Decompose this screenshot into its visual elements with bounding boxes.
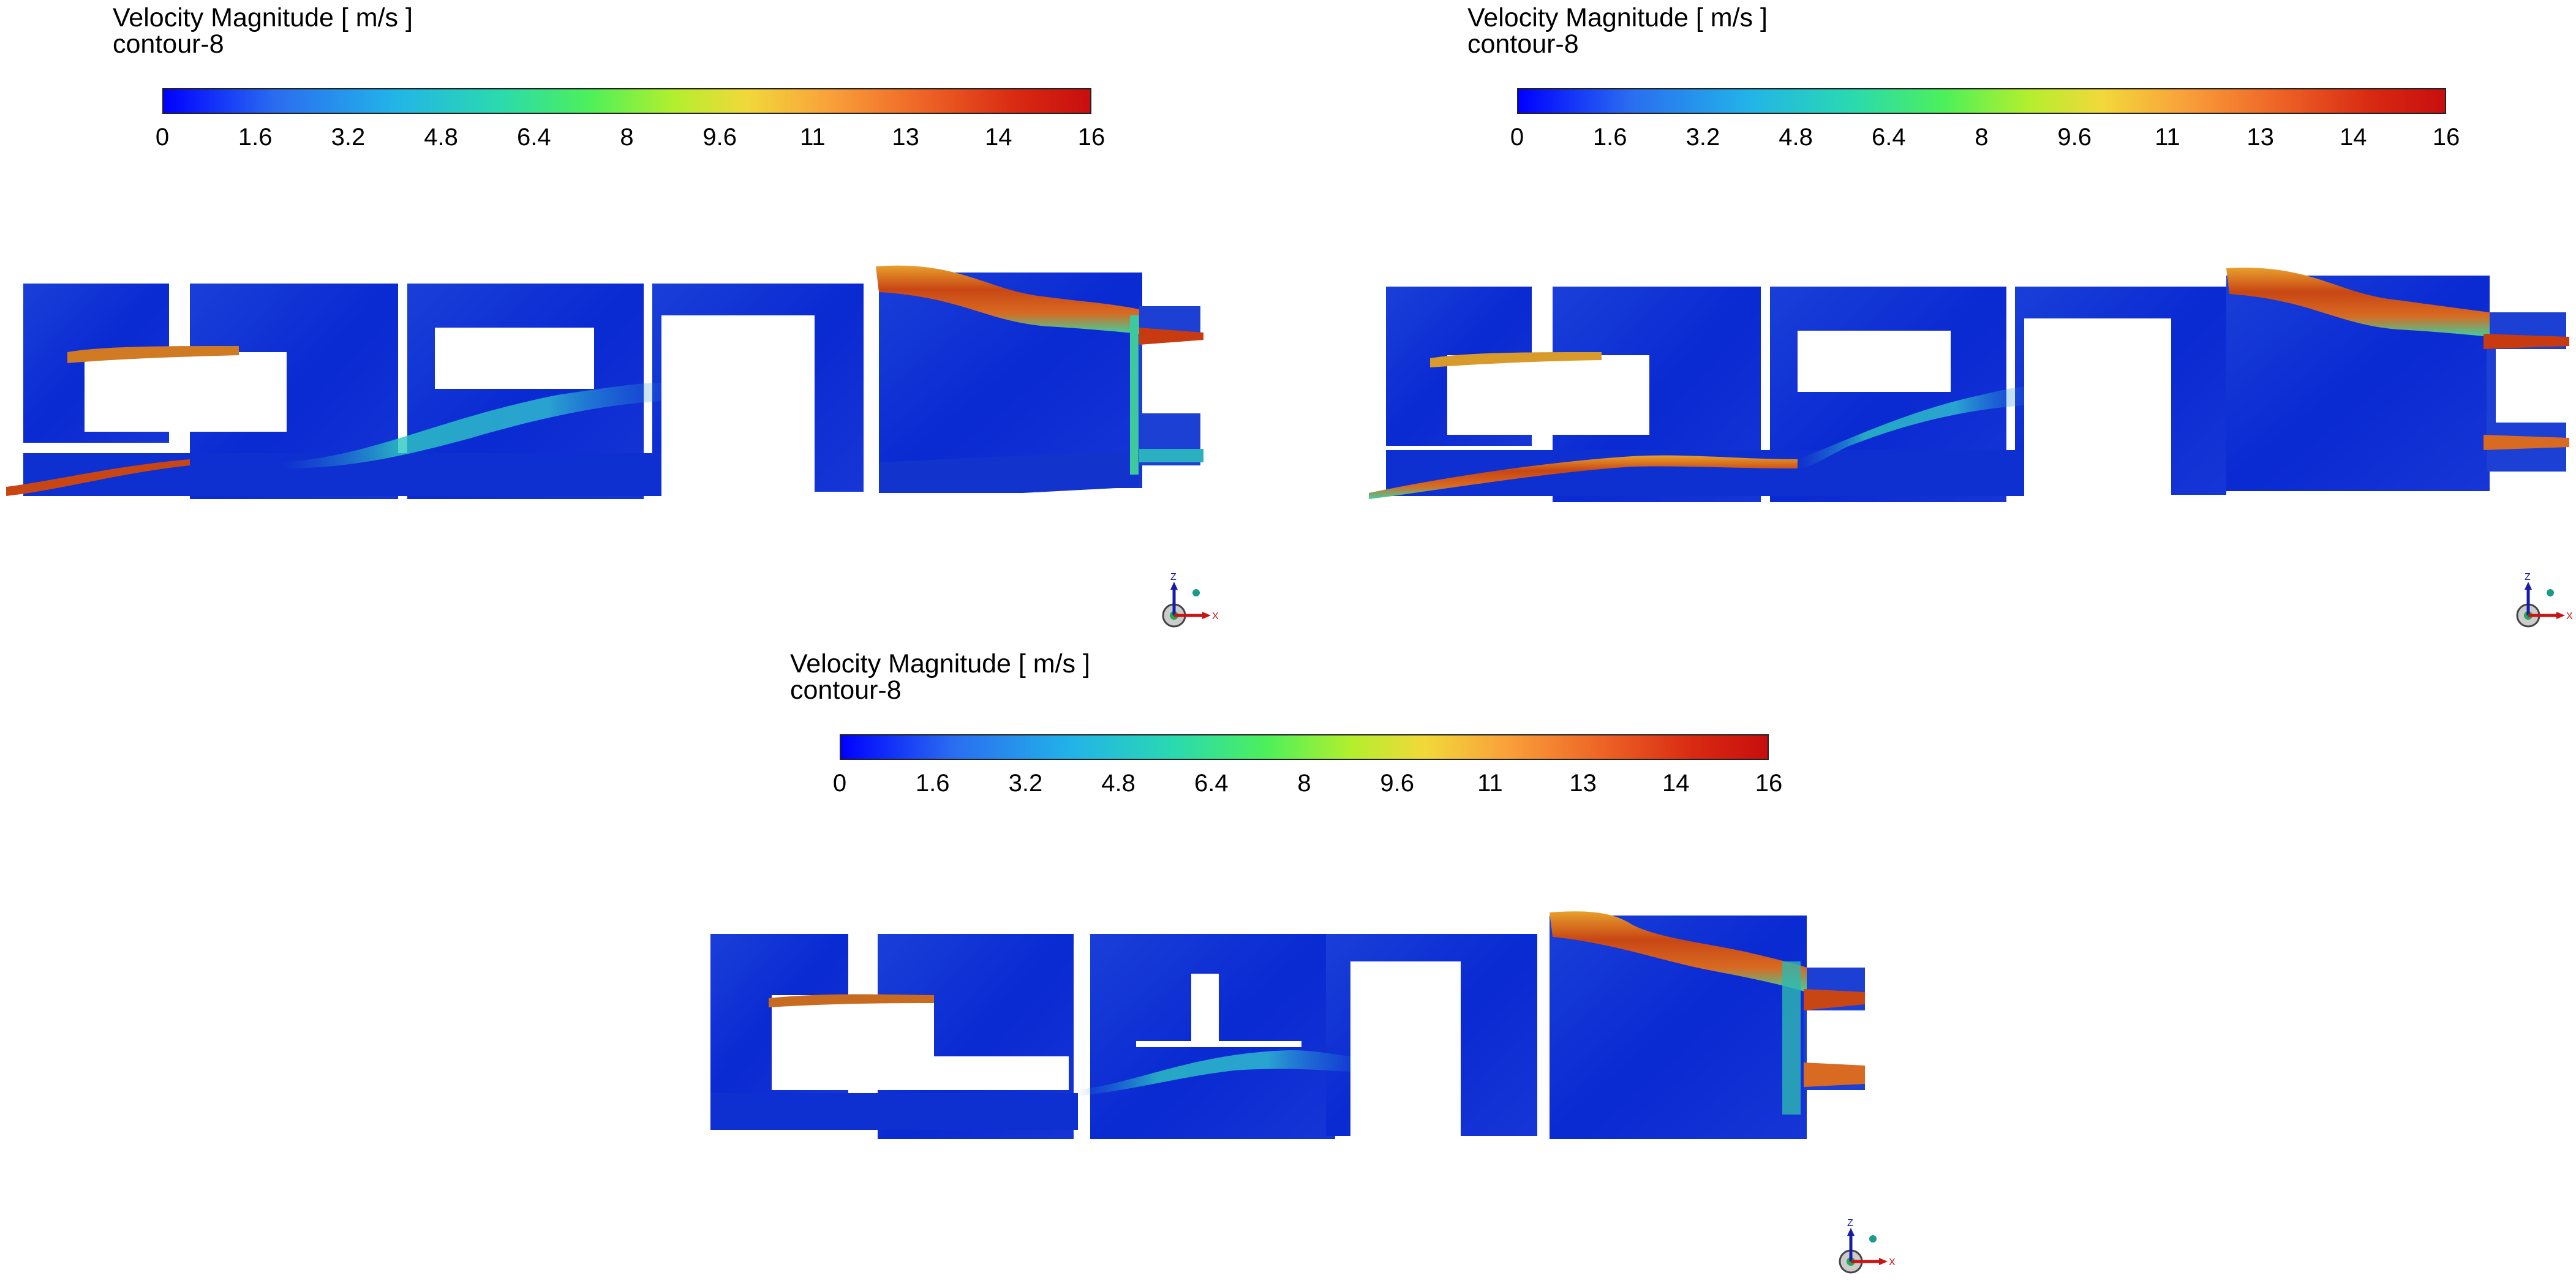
tick-label: 6.4: [1871, 124, 1906, 151]
tick-label: 8: [1975, 124, 1989, 151]
legend-subtitle: contour-8: [1467, 29, 1579, 59]
tick-label: 0: [832, 770, 847, 797]
tick-label: 8: [620, 124, 634, 151]
velocity-contour-domain: [710, 911, 1868, 1139]
tick-label: 14: [2340, 124, 2367, 151]
tick-label: 8: [1297, 770, 1311, 797]
axis-z-label: Z: [1847, 1219, 1853, 1228]
tick-label: 9.6: [2057, 124, 2092, 151]
tick-label: 9.6: [1380, 770, 1414, 797]
tick-label: 3.2: [1008, 770, 1043, 797]
tick-label: 13: [892, 124, 919, 151]
tick-label: 11: [2155, 124, 2180, 151]
tick-label: 4.8: [1101, 770, 1135, 797]
tick-label: 0: [1510, 124, 1524, 151]
color-scale-ticks: 0 1.6 3.2 4.8 6.4 8 9.6 11 13 14 16: [156, 124, 1105, 154]
tick-label: 1.6: [1592, 124, 1627, 151]
tick-label: 11: [800, 124, 826, 151]
axis-x-label: X: [1212, 611, 1219, 622]
tick-label: 3.2: [1685, 124, 1720, 151]
color-scale-bar: [162, 88, 1091, 114]
tick-label: 1.6: [238, 124, 273, 151]
tick-label: 16: [1077, 124, 1105, 151]
color-scale-ticks: 0 1.6 3.2 4.8 6.4 8 9.6 11 13 14 16: [833, 770, 1782, 800]
axes-triad-icon: Z X: [2516, 573, 2573, 628]
velocity-contour-domain: [1369, 268, 2572, 502]
tick-label: 14: [1662, 770, 1690, 797]
color-scale-bar: [1517, 88, 2446, 114]
color-scale-ticks: 0 1.6 3.2 4.8 6.4 8 9.6 11 13 14 16: [1510, 124, 2460, 154]
axis-z-label: Z: [2525, 573, 2531, 582]
axis-z-label: Z: [1170, 573, 1177, 582]
tick-label: 6.4: [1194, 770, 1229, 797]
tick-label: 1.6: [915, 770, 950, 797]
tick-label: 13: [2246, 124, 2274, 151]
color-scale-bar: [840, 734, 1769, 760]
tick-label: 16: [2432, 124, 2460, 151]
legend-title: Velocity Magnitude [ m/s ]: [113, 3, 413, 32]
axes-triad-icon: Z X: [1162, 573, 1219, 628]
legend-subtitle: contour-8: [113, 29, 224, 59]
axis-x-label: X: [1889, 1257, 1896, 1268]
legend-title: Velocity Magnitude [ m/s ]: [790, 649, 1090, 679]
velocity-contour-domain: [6, 254, 1203, 499]
tick-label: 11: [1477, 770, 1503, 797]
panel-3: Velocity Magnitude [ m/s ] contour-8 0 1…: [790, 651, 1831, 1276]
axes-triad-icon: Z X: [1839, 1219, 1896, 1274]
tick-label: 0: [155, 124, 170, 151]
panel-1: Velocity Magnitude [ m/s ] contour-8 0 1…: [113, 5, 1154, 630]
legend-subtitle: contour-8: [790, 675, 902, 705]
legend-title: Velocity Magnitude [ m/s ]: [1467, 3, 1768, 32]
panel-2: Velocity Magnitude [ m/s ] contour-8 0 1…: [1467, 5, 2509, 630]
tick-label: 4.8: [424, 124, 458, 151]
tick-label: 6.4: [516, 124, 551, 151]
tick-label: 4.8: [1779, 124, 1813, 151]
tick-label: 14: [985, 124, 1012, 151]
tick-label: 9.6: [702, 124, 737, 151]
axis-x-label: X: [2566, 611, 2573, 622]
tick-label: 13: [1569, 770, 1597, 797]
tick-label: 16: [1755, 770, 1783, 797]
tick-label: 3.2: [331, 124, 366, 151]
